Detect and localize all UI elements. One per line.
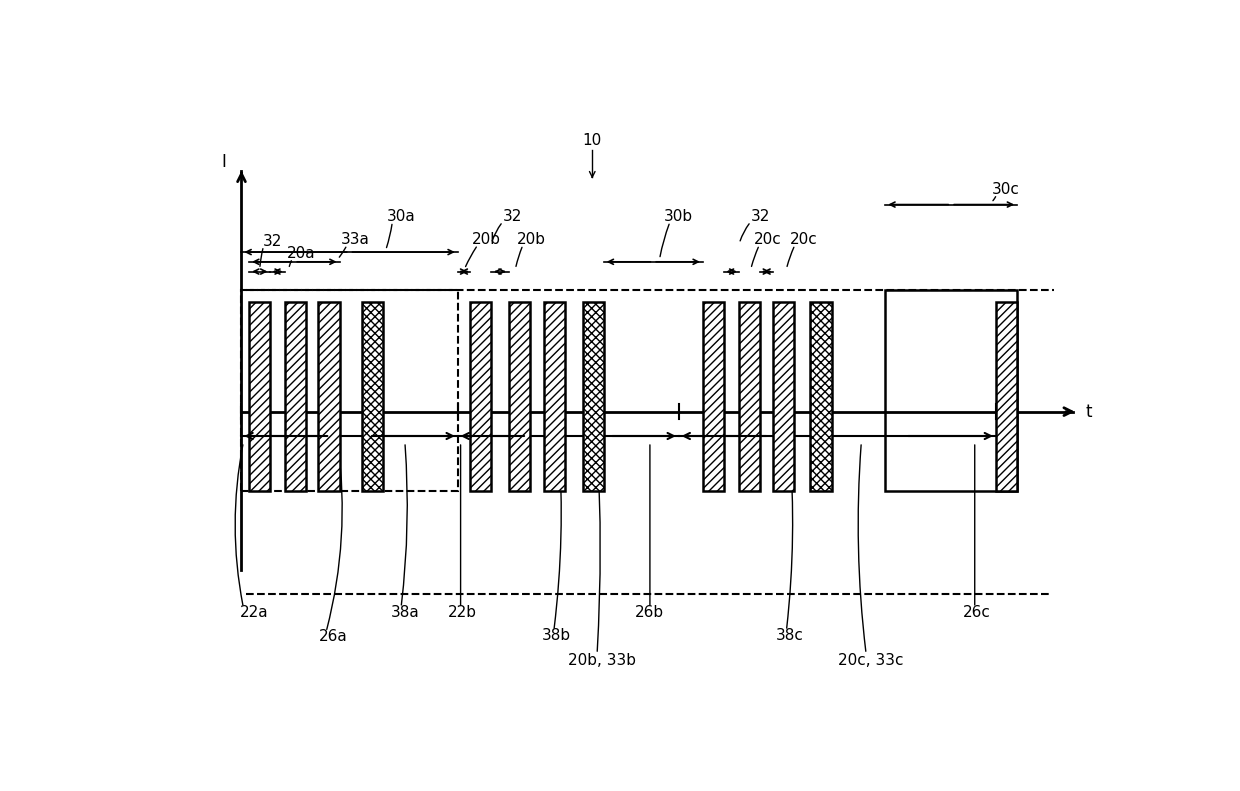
Text: 20c: 20c — [754, 233, 782, 248]
Text: 32: 32 — [750, 210, 770, 224]
Bar — [739, 302, 760, 490]
Text: 32: 32 — [263, 233, 281, 248]
Text: 32: 32 — [502, 210, 522, 224]
Bar — [362, 302, 383, 490]
Text: 22b: 22b — [448, 605, 477, 620]
Text: 22a: 22a — [239, 605, 268, 620]
Text: 26a: 26a — [319, 630, 347, 645]
Text: 20b: 20b — [472, 233, 501, 248]
Text: 30a: 30a — [387, 210, 415, 224]
Text: 20b, 33b: 20b, 33b — [568, 653, 636, 668]
Text: 20b: 20b — [517, 233, 546, 248]
Text: 33a: 33a — [341, 233, 370, 248]
Bar — [885, 290, 1017, 490]
Bar — [811, 302, 832, 490]
Bar — [773, 302, 794, 490]
Bar — [242, 290, 458, 490]
Text: 38b: 38b — [542, 628, 572, 643]
Text: 30c: 30c — [992, 182, 1019, 197]
Text: 38c: 38c — [775, 628, 804, 643]
Bar — [470, 302, 491, 490]
Text: 10: 10 — [583, 133, 601, 148]
Text: 20c: 20c — [790, 233, 817, 248]
Bar — [285, 302, 306, 490]
Bar — [319, 302, 340, 490]
Text: 20c, 33c: 20c, 33c — [838, 653, 904, 668]
Text: 26b: 26b — [635, 605, 665, 620]
Bar — [996, 302, 1017, 490]
Bar — [544, 302, 565, 490]
Text: 30b: 30b — [665, 210, 693, 224]
Text: 20a: 20a — [286, 246, 315, 261]
Text: 38a: 38a — [391, 605, 419, 620]
Text: 26c: 26c — [962, 605, 991, 620]
Bar — [703, 302, 724, 490]
Bar — [508, 302, 529, 490]
Text: t: t — [1086, 403, 1092, 421]
Bar — [249, 302, 270, 490]
Bar — [583, 302, 604, 490]
Text: I: I — [222, 153, 227, 171]
